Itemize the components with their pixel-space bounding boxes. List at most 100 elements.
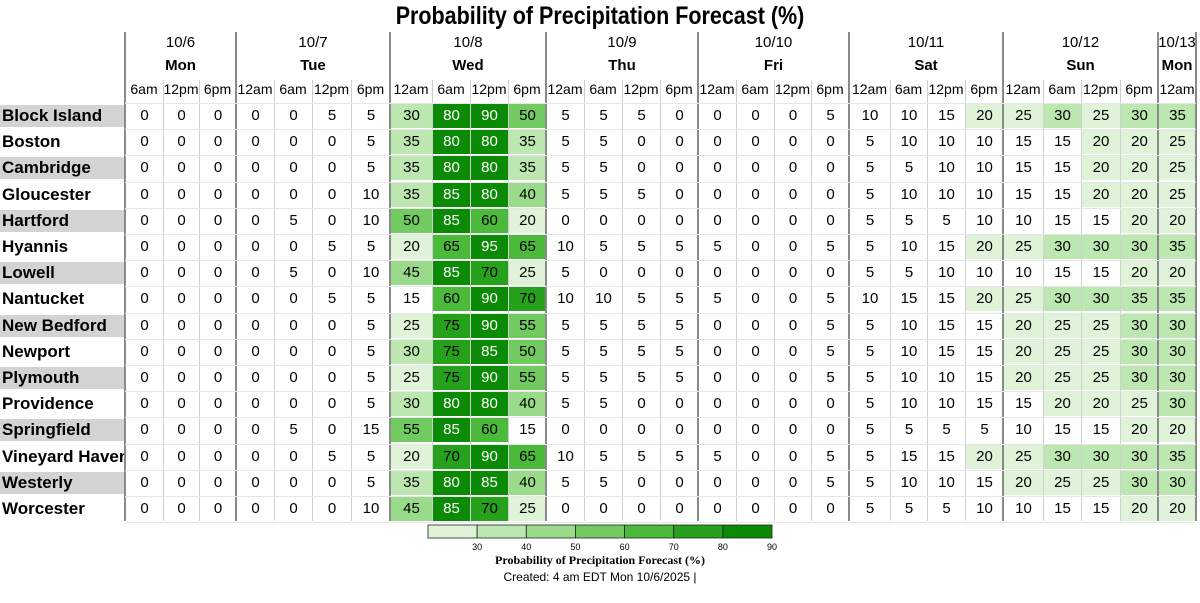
pop-cell: 0 xyxy=(126,470,163,495)
pop-cell: 25 xyxy=(1004,104,1043,128)
pop-cell: 15 xyxy=(1044,182,1081,207)
pop-cell: 10 xyxy=(966,130,1003,155)
pop-cell: 0 xyxy=(164,470,199,495)
pop-cell: 0 xyxy=(812,156,849,181)
pop-cell: 0 xyxy=(661,104,698,128)
pop-cell: 80 xyxy=(433,156,470,181)
pop-cell: 0 xyxy=(200,418,236,443)
pop-cell: 0 xyxy=(623,418,660,443)
pop-cell: 0 xyxy=(126,208,163,233)
pop-cell: 20 xyxy=(1121,130,1158,155)
time-header: 12pm xyxy=(928,81,964,97)
time-header: 12am xyxy=(699,81,735,97)
pop-cell: 0 xyxy=(126,261,163,286)
pop-cell: 5 xyxy=(850,444,890,469)
pop-cell: 15 xyxy=(352,418,390,443)
pop-cell: 30 xyxy=(1044,444,1081,469)
pop-cell: 80 xyxy=(471,156,508,181)
pop-cell: 0 xyxy=(275,392,312,417)
column-divider xyxy=(736,80,737,521)
pop-cell: 0 xyxy=(737,261,774,286)
pop-cell: 5 xyxy=(585,313,622,338)
pop-cell: 10 xyxy=(1004,261,1043,286)
pop-cell: 70 xyxy=(509,287,546,312)
pop-cell: 20 xyxy=(1082,392,1120,417)
city-label: Westerly xyxy=(0,471,124,494)
pop-cell: 5 xyxy=(275,208,312,233)
pop-cell: 0 xyxy=(775,182,811,207)
pop-cell: 0 xyxy=(126,418,163,443)
pop-cell: 0 xyxy=(775,130,811,155)
pop-cell: 20 xyxy=(1004,366,1043,390)
pop-cell: 10 xyxy=(928,366,965,390)
pop-cell: 25 xyxy=(1004,287,1043,312)
legend-swatch xyxy=(427,524,478,539)
row-divider xyxy=(125,365,1196,366)
pop-cell: 5 xyxy=(850,497,890,521)
pop-cell: 0 xyxy=(313,366,351,390)
pop-cell: 0 xyxy=(126,497,163,521)
pop-cell: 30 xyxy=(1044,104,1081,128)
column-divider xyxy=(927,80,928,521)
pop-cell: 10 xyxy=(966,497,1003,521)
pop-cell: 10 xyxy=(352,208,390,233)
pop-cell: 0 xyxy=(200,444,236,469)
pop-cell: 0 xyxy=(275,235,312,259)
pop-cell: 0 xyxy=(775,156,811,181)
row-divider xyxy=(125,207,1196,209)
time-header: 12pm xyxy=(163,81,199,97)
column-divider xyxy=(1195,32,1197,521)
pop-cell: 0 xyxy=(737,287,774,312)
time-header: 12pm xyxy=(471,81,507,97)
row-divider xyxy=(125,234,1196,235)
pop-cell: 30 xyxy=(1159,366,1196,390)
pop-cell: 85 xyxy=(471,339,508,364)
pop-cell: 0 xyxy=(775,261,811,286)
time-header: 6am xyxy=(279,81,307,97)
pop-cell: 25 xyxy=(1044,339,1081,364)
pop-cell: 0 xyxy=(661,392,698,417)
pop-cell: 0 xyxy=(164,444,199,469)
pop-cell: 15 xyxy=(1004,130,1043,155)
pop-cell: 5 xyxy=(850,235,890,259)
row-divider xyxy=(125,260,1196,262)
pop-cell: 70 xyxy=(471,497,508,521)
pop-cell: 80 xyxy=(433,104,470,128)
pop-cell: 5 xyxy=(623,366,660,390)
pop-cell: 5 xyxy=(699,287,736,312)
pop-cell: 25 xyxy=(1082,366,1120,390)
legend-title: Probability of Precipitation Forecast (%… xyxy=(495,553,705,567)
day-header: Fri xyxy=(763,57,784,74)
pop-cell: 0 xyxy=(237,392,274,417)
pop-cell: 0 xyxy=(737,470,774,495)
pop-cell: 95 xyxy=(471,235,508,259)
pop-cell: 15 xyxy=(1044,130,1081,155)
pop-cell: 85 xyxy=(433,261,470,286)
column-divider xyxy=(1081,80,1082,521)
pop-cell: 30 xyxy=(391,104,432,128)
day-header: Tue xyxy=(300,57,326,74)
created-timestamp: Created: 4 am EDT Mon 10/6/2025 | xyxy=(503,570,697,584)
legend-tick-label: 40 xyxy=(521,542,531,552)
pop-cell: 30 xyxy=(1121,470,1158,495)
pop-cell: 20 xyxy=(966,444,1003,469)
pop-cell: 0 xyxy=(237,418,274,443)
pop-cell: 0 xyxy=(585,497,622,521)
pop-cell: 30 xyxy=(1121,444,1158,469)
pop-cell: 20 xyxy=(1121,497,1158,521)
pop-cell: 20 xyxy=(391,235,432,259)
pop-cell: 10 xyxy=(891,182,927,207)
pop-cell: 10 xyxy=(928,392,965,417)
pop-cell: 0 xyxy=(775,418,811,443)
pop-cell: 5 xyxy=(313,235,351,259)
pop-cell: 0 xyxy=(775,470,811,495)
pop-cell: 5 xyxy=(623,339,660,364)
pop-cell: 0 xyxy=(812,392,849,417)
pop-cell: 10 xyxy=(966,261,1003,286)
pop-cell: 30 xyxy=(1159,392,1196,417)
pop-cell: 15 xyxy=(928,444,965,469)
pop-cell: 20 xyxy=(1121,156,1158,181)
pop-cell: 10 xyxy=(928,156,965,181)
city-label: Boston xyxy=(2,132,61,152)
column-divider xyxy=(124,32,126,521)
